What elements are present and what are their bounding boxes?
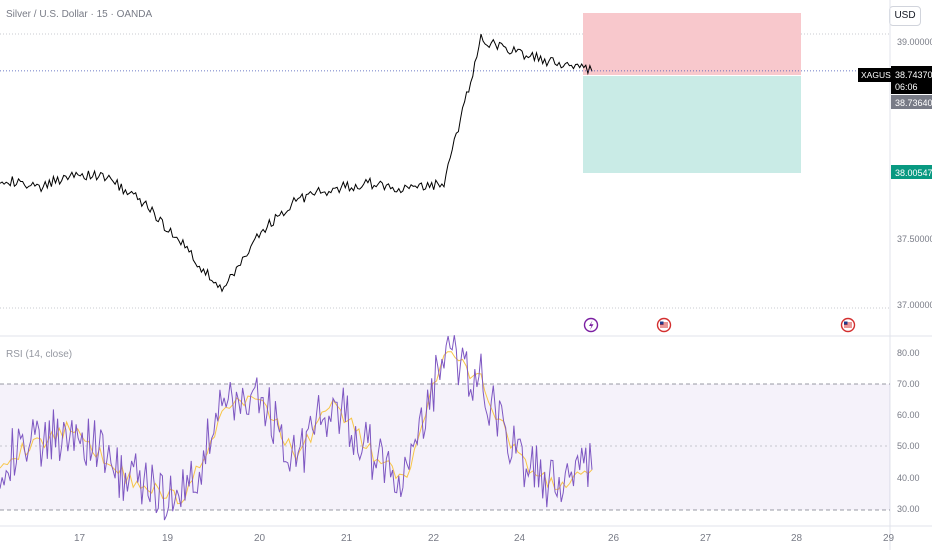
rsi-title: RSI (14, close) [6,349,73,360]
take-profit-zone[interactable] [583,76,801,173]
us-flag-event-icon[interactable] [840,317,856,333]
time-tick-label: 29 [883,533,895,544]
entry-price-tag [891,95,932,109]
rsi-line[interactable] [0,335,593,521]
last-price-label: 38.74370 [895,70,932,80]
rsi-tick-label: 60.00 [897,410,920,420]
time-tick-label: 17 [74,533,86,544]
us-flag-event-icon[interactable] [656,317,672,333]
time-tick-label: 22 [428,533,440,544]
countdown-label: 06:06 [895,82,918,92]
rsi-tick-label: 40.00 [897,473,920,483]
price-tick-label: 37.00000 [897,300,932,310]
last-price-tag [891,66,932,94]
stop-loss-zone[interactable] [583,13,801,75]
rsi-tick-label: 30.00 [897,504,920,514]
entry-price-label: 38.73640 [895,98,932,108]
symbol-tag [858,68,891,82]
symbol-tag-label: XAGUSD [861,70,897,80]
time-tick-label: 19 [162,533,174,544]
time-tick-label: 20 [254,533,266,544]
target-price-label: 38.00547 [895,168,932,178]
lightning-event-icon[interactable] [583,317,599,333]
rsi-band-fill [0,384,890,510]
price-tick-label: 39.00000 [897,37,932,47]
time-tick-label: 27 [700,533,712,544]
rsi-tick-label: 80.00 [897,348,920,358]
time-tick-label: 28 [791,533,803,544]
rsi-tick-label: 70.00 [897,379,920,389]
time-tick-label: 26 [608,533,620,544]
chart-title: Silver / U.S. Dollar · 15 · OANDA [6,9,153,20]
target-price-tag [891,165,932,179]
time-tick-label: 24 [514,533,526,544]
price-series-line[interactable] [0,33,593,293]
rsi-tick-label: 50.00 [897,441,920,451]
time-tick-label: 21 [341,533,353,544]
price-tick-label: 37.50000 [897,234,932,244]
